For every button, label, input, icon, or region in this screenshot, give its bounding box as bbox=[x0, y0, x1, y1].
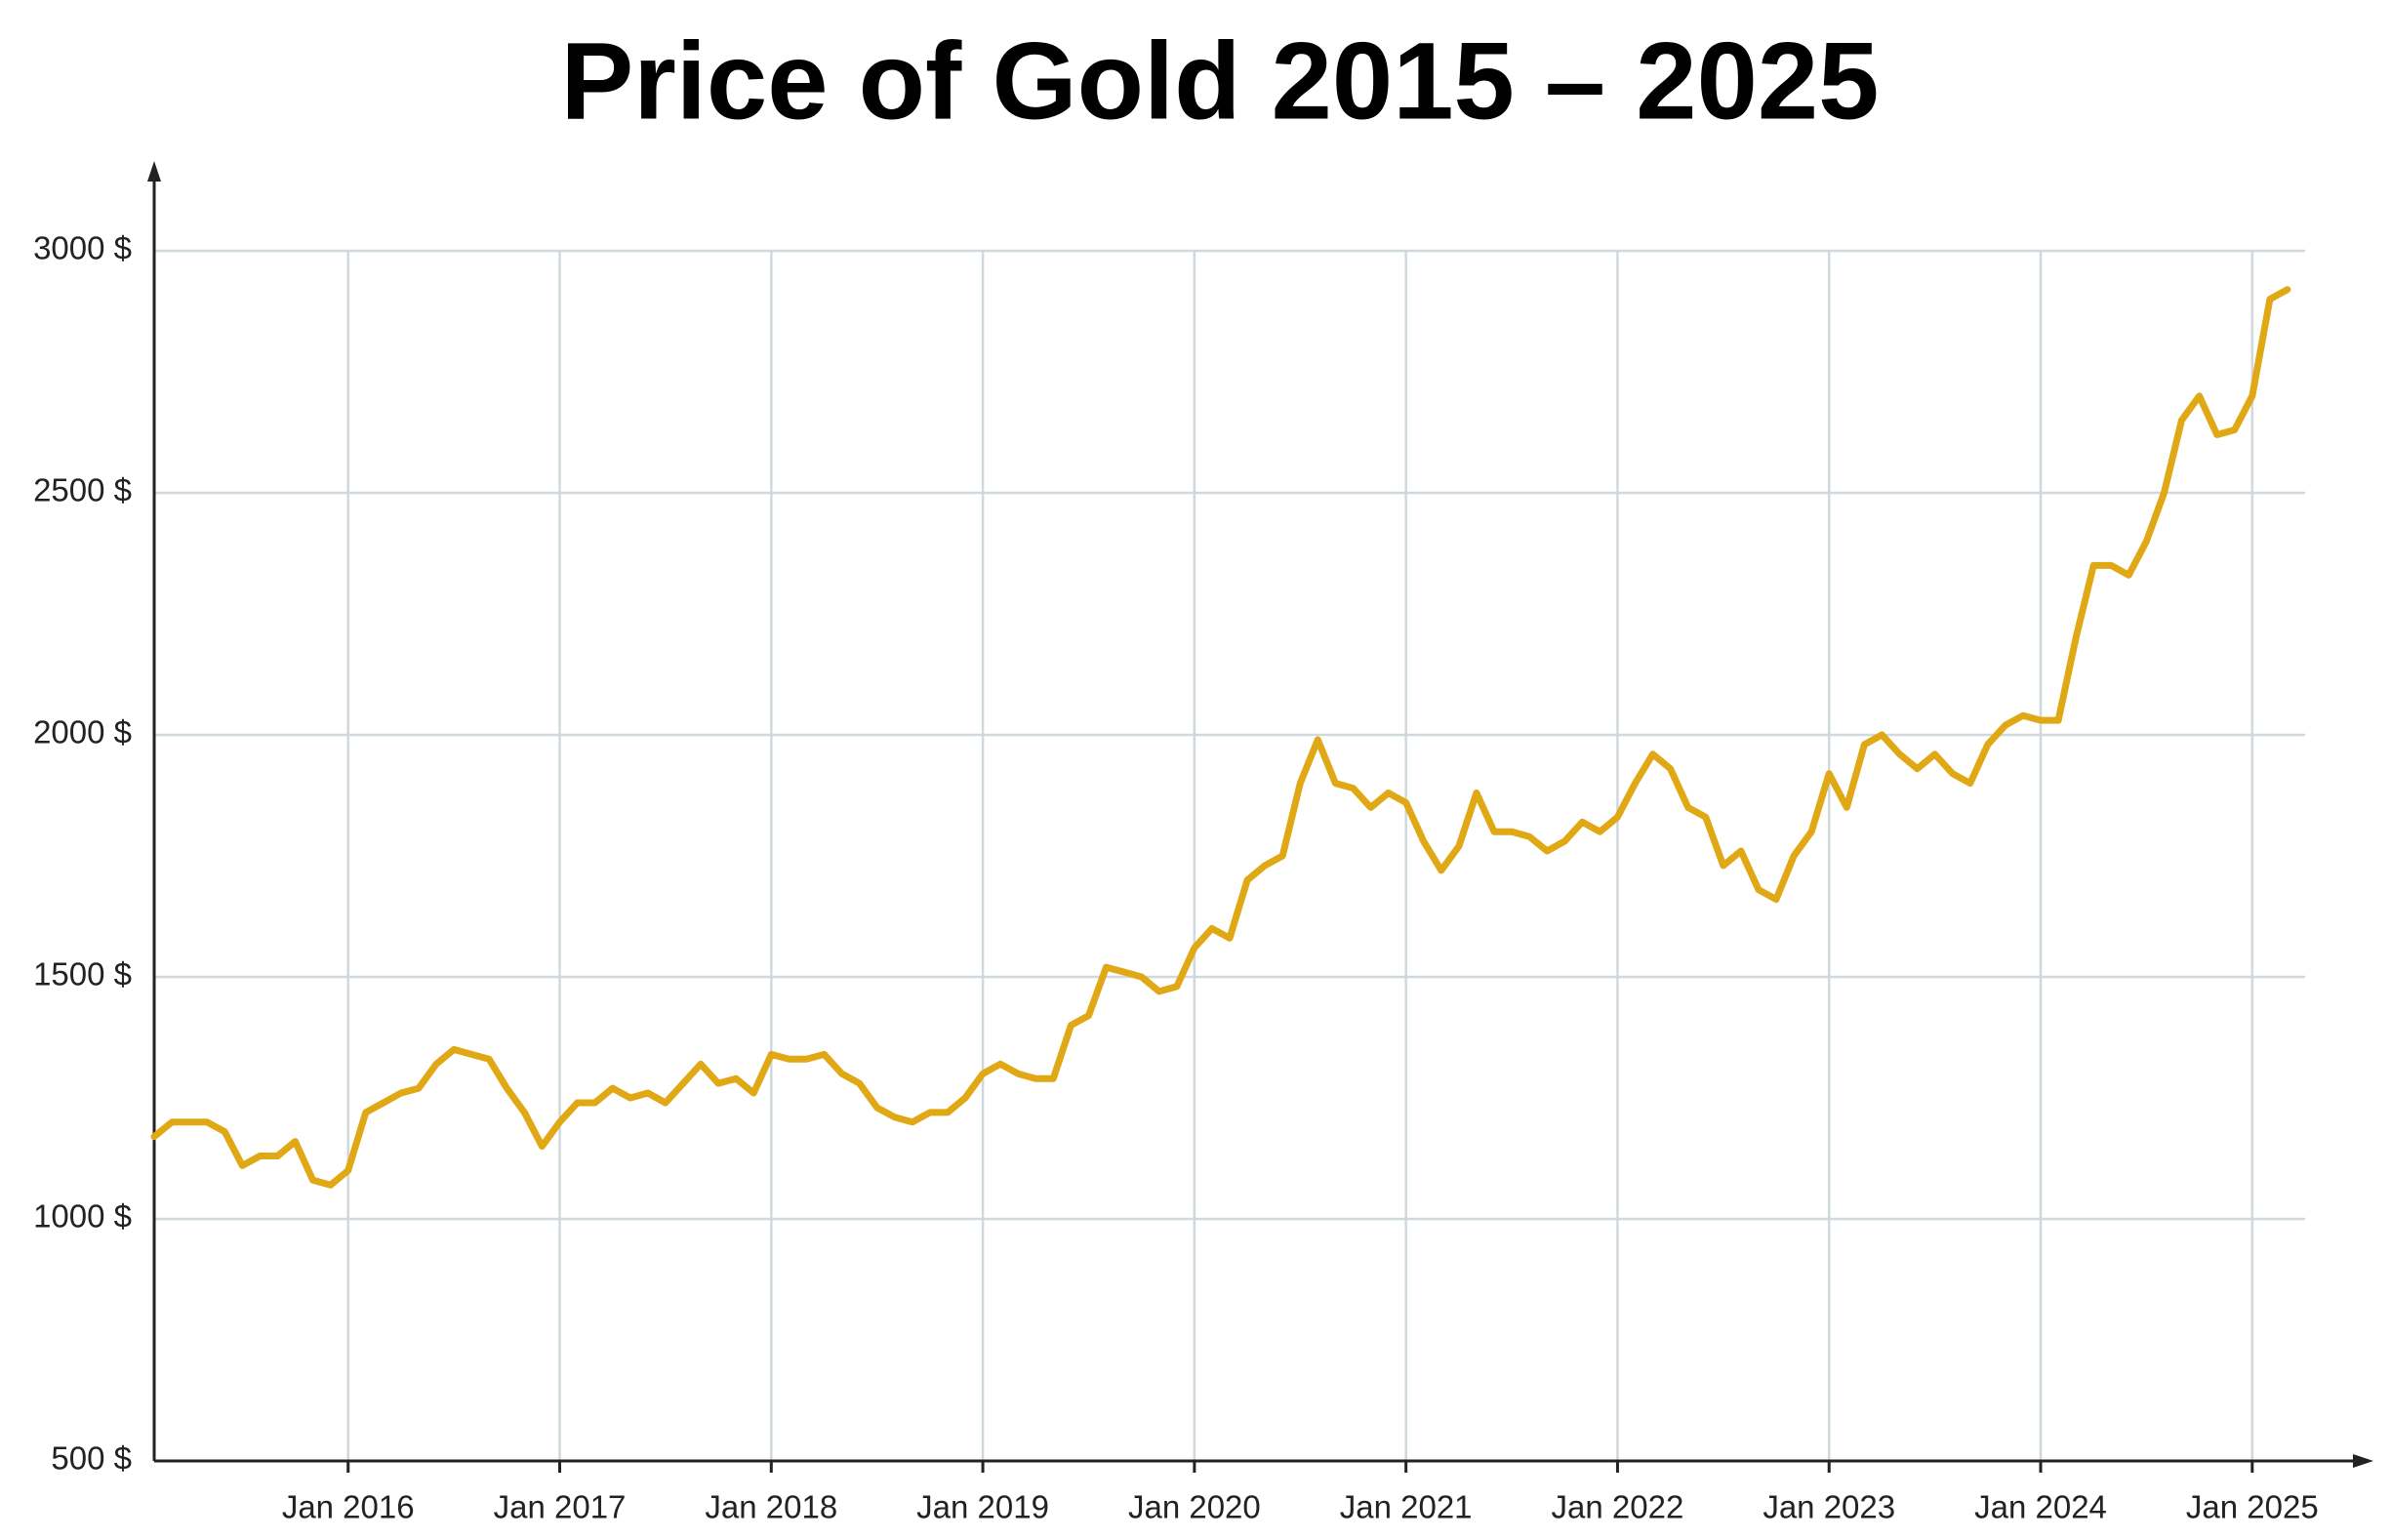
x-tick-label: Jan 2025 bbox=[2186, 1489, 2319, 1525]
y-tick-label: 2000 $ bbox=[33, 714, 132, 750]
x-tick-label: Jan 2019 bbox=[916, 1489, 1049, 1525]
y-tick-label: 1000 $ bbox=[33, 1198, 132, 1235]
y-tick-label: 3000 $ bbox=[33, 230, 132, 266]
x-tick-label: Jan 2017 bbox=[494, 1489, 627, 1525]
price-line bbox=[150, 286, 2291, 1189]
y-tick-label: 2500 $ bbox=[33, 472, 132, 508]
y-tick-label: 1500 $ bbox=[33, 956, 132, 993]
x-tick-label: Jan 2020 bbox=[1128, 1489, 1261, 1525]
x-tick-label: Jan 2018 bbox=[705, 1489, 837, 1525]
y-tick-label: 500 $ bbox=[51, 1440, 132, 1477]
x-tick-label: Jan 2024 bbox=[1974, 1489, 2107, 1525]
x-tick-label: Jan 2023 bbox=[1763, 1489, 1895, 1525]
x-tick-label: Jan 2022 bbox=[1552, 1489, 1684, 1525]
x-tick-label: Jan 2016 bbox=[282, 1489, 415, 1525]
grid bbox=[154, 249, 2305, 1461]
x-axis-arrow bbox=[2353, 1454, 2373, 1468]
x-tick-label: Jan 2021 bbox=[1340, 1489, 1473, 1525]
chart-title: Price of Gold 2015 – 2025 bbox=[561, 20, 1880, 142]
y-axis-arrow bbox=[147, 161, 161, 182]
